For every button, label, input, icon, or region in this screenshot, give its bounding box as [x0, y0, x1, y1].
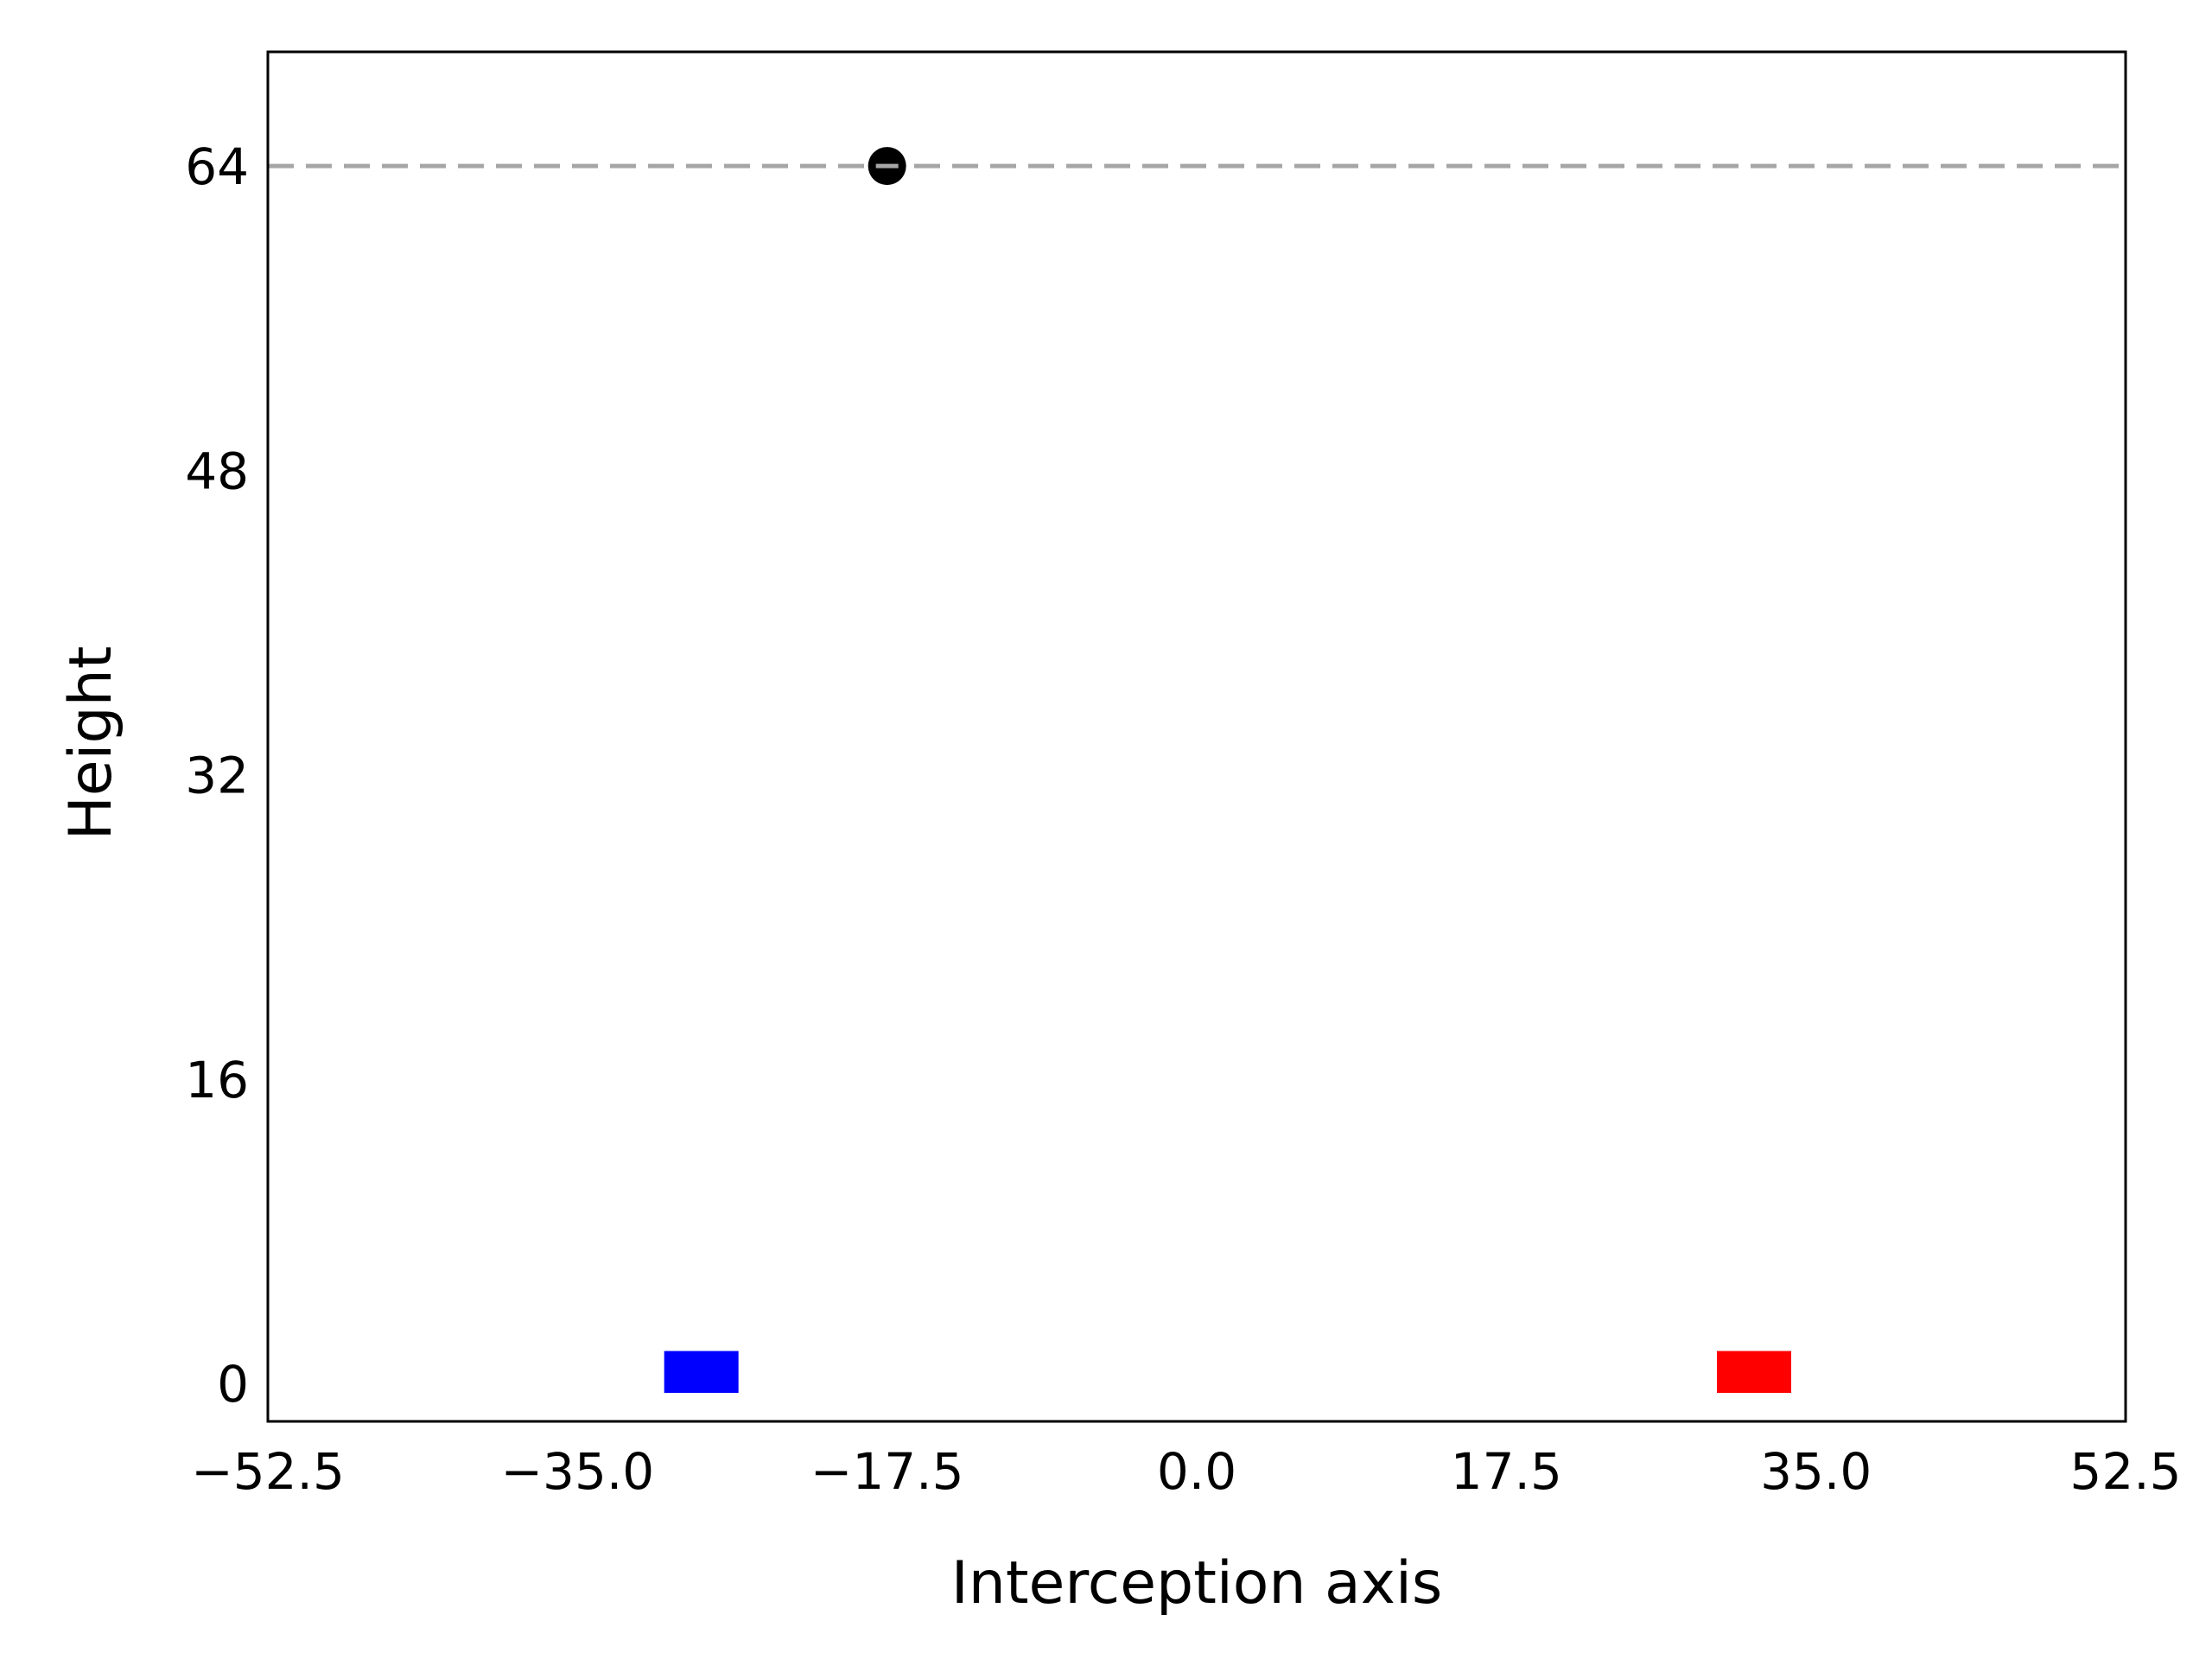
x-tick-label: −35.0 — [500, 1442, 654, 1501]
x-tick-label: −17.5 — [810, 1442, 964, 1501]
y-tick-label: 48 — [185, 442, 249, 500]
x-tick-label: 35.0 — [1760, 1442, 1872, 1501]
red-block-marker — [1717, 1351, 1791, 1393]
x-tick-label: 0.0 — [1157, 1442, 1236, 1501]
blue-block-marker — [664, 1351, 739, 1393]
y-tick-label: 64 — [185, 137, 249, 196]
y-tick-label: 0 — [217, 1355, 249, 1414]
y-tick-label: 16 — [185, 1051, 249, 1109]
plot-frame — [266, 50, 2127, 1423]
x-tick-label: 52.5 — [2069, 1442, 2181, 1501]
plot-area — [268, 147, 2126, 1393]
y-axis-title: Height — [57, 646, 125, 841]
x-axis-title: Interception axis — [951, 1549, 1443, 1618]
x-tick-label: 17.5 — [1451, 1442, 1562, 1501]
x-tick-label: −52.5 — [191, 1442, 345, 1501]
x-axis: −52.5 −35.0 −17.5 0.0 17.5 35.0 52.5 — [191, 1442, 2181, 1501]
y-axis: 0 16 32 48 64 — [185, 137, 249, 1414]
y-tick-label: 32 — [185, 747, 249, 805]
